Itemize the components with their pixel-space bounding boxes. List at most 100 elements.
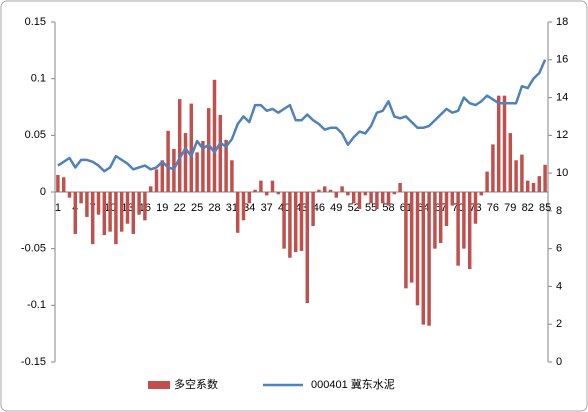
legend-label: 000401 冀东水泥 <box>311 377 395 391</box>
bar <box>427 192 431 326</box>
y2-tick-label: 16 <box>556 54 568 66</box>
x-tick-label: 25 <box>191 202 203 214</box>
bar <box>467 192 472 270</box>
bar <box>85 192 89 217</box>
x-tick-label: 19 <box>156 202 168 214</box>
bar <box>462 192 466 249</box>
y2-tick-label: 4 <box>556 280 562 292</box>
bar <box>73 192 78 234</box>
x-tick-label: 82 <box>522 202 534 214</box>
bar <box>201 141 205 192</box>
bar <box>421 192 426 325</box>
y-tick-label: 0.1 <box>31 73 46 85</box>
bar <box>514 160 518 192</box>
bar <box>288 192 292 258</box>
bar <box>148 186 153 192</box>
bar <box>166 130 170 192</box>
x-tick-label: 1 <box>55 202 61 214</box>
bar <box>282 192 286 249</box>
x-tick-label: 22 <box>174 202 186 214</box>
bar <box>351 192 356 204</box>
x-tick-label: 58 <box>382 202 394 214</box>
bar <box>305 192 310 304</box>
bar <box>96 192 101 215</box>
line <box>57 59 547 173</box>
bar <box>160 160 165 192</box>
bar <box>235 192 240 233</box>
bar <box>183 133 188 192</box>
bar <box>380 192 385 204</box>
bar <box>125 192 130 224</box>
bar <box>444 192 449 226</box>
legend-label: 多空系数 <box>174 377 218 391</box>
bar <box>502 95 507 192</box>
bar <box>415 192 420 306</box>
bar <box>241 192 246 221</box>
bar <box>195 152 199 192</box>
bar <box>61 177 66 192</box>
bar <box>322 186 327 192</box>
bar <box>496 95 501 192</box>
bar <box>131 192 136 234</box>
bar <box>485 171 489 192</box>
bar <box>218 114 223 192</box>
bar <box>230 160 234 192</box>
bar <box>438 192 443 243</box>
x-tick-label: 76 <box>487 202 499 214</box>
bar <box>398 182 402 192</box>
bar <box>334 192 339 198</box>
x-tick-label: 79 <box>504 202 516 214</box>
x-tick-label: 49 <box>330 202 342 214</box>
bar <box>508 133 513 192</box>
y-tick-label: -0.15 <box>21 356 46 368</box>
y-tick-label: 0 <box>40 186 46 198</box>
bar <box>56 175 60 192</box>
bar <box>433 192 437 249</box>
bar <box>392 192 397 195</box>
x-tick-label: 46 <box>313 202 325 214</box>
bar <box>247 192 252 204</box>
y-tick-label: 0.15 <box>25 16 46 28</box>
bar <box>369 192 373 204</box>
bar <box>404 192 408 289</box>
bar <box>346 192 350 196</box>
bar <box>276 192 281 195</box>
x-tick-label: 52 <box>348 202 360 214</box>
bar <box>386 192 391 206</box>
bar <box>537 176 542 192</box>
bar <box>114 192 118 245</box>
y-tick-label: -0.05 <box>21 243 46 255</box>
bar <box>212 79 217 192</box>
bar <box>311 192 315 226</box>
y2-tick-label: 0 <box>556 356 562 368</box>
y2-tick-label: 6 <box>556 243 562 255</box>
bar <box>317 189 321 192</box>
y-tick-label: -0.1 <box>27 299 46 311</box>
bar <box>531 182 536 192</box>
bar <box>224 139 228 192</box>
bar <box>299 192 304 251</box>
x-tick-label: 34 <box>243 202 255 214</box>
y2-tick-label: 12 <box>556 129 568 141</box>
bar <box>102 192 107 236</box>
bar <box>450 192 455 206</box>
bar <box>456 192 460 266</box>
x-tick-label: 55 <box>365 202 377 214</box>
bar <box>67 192 72 198</box>
bar <box>143 192 147 221</box>
bar <box>520 154 524 192</box>
bar <box>177 99 182 192</box>
x-tick-label: 31 <box>226 202 238 214</box>
bar <box>253 189 257 192</box>
bar <box>375 192 379 209</box>
x-tick-label: 28 <box>208 202 220 214</box>
bar <box>357 192 362 209</box>
bar <box>525 180 530 192</box>
bar <box>259 180 263 192</box>
bar <box>328 189 333 192</box>
y2-tick-label: 10 <box>556 167 568 179</box>
bar <box>79 192 83 204</box>
y2-tick-label: 18 <box>556 16 568 28</box>
legend-swatch <box>148 381 170 389</box>
